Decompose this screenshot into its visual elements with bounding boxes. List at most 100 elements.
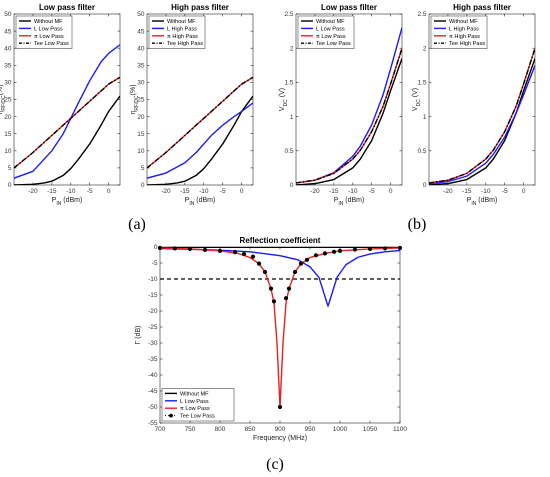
data-point — [382, 246, 388, 251]
y-tick-label: -10 — [148, 276, 158, 283]
x-tick-label: 900 — [275, 426, 286, 433]
x-axis-label: PIN (dBm) — [52, 197, 83, 207]
y-tick-label: 0 — [423, 182, 427, 189]
x-tick-label: -5 — [369, 188, 375, 195]
x-axis-label: PIN (dBm) — [334, 197, 365, 207]
y-tick-label: 15 — [137, 131, 145, 138]
data-point — [331, 249, 337, 254]
y-tick-label: 30 — [137, 80, 145, 87]
y-axis-label: VDC (V) — [412, 88, 422, 111]
x-tick-label: -10 — [481, 188, 491, 195]
legend-label: Without MF — [34, 19, 63, 25]
legend-marker — [169, 413, 173, 418]
x-tick-label: -15 — [180, 188, 190, 195]
x-tick-label: -10 — [199, 188, 209, 195]
series-4-markers — [157, 245, 403, 410]
y-tick-label: 35 — [4, 63, 12, 70]
data-point — [283, 296, 289, 301]
y-tick-label: 40 — [4, 45, 12, 52]
legend-label: Tee High Pass — [449, 41, 485, 47]
caption-c: (c) — [266, 456, 284, 473]
chart-title: High pass filter — [171, 3, 229, 12]
y-tick-label: 0 — [8, 182, 12, 189]
data-point — [250, 254, 256, 259]
x-tick-label: 0 — [522, 188, 526, 195]
y-tick-label: 2.5 — [417, 11, 426, 18]
x-tick-label: 950 — [305, 426, 316, 433]
x-tick-label: 1100 — [393, 426, 407, 433]
chart-1: -20 -15 -10 -5 0 0 5 10 15 20 25 30 35 40 45 50 Low pass… — [0, 3, 121, 207]
caption-b: (b) — [408, 216, 427, 233]
data-point — [202, 247, 208, 252]
x-tick-label: -20 — [310, 188, 320, 195]
x-tick-label: 0 — [107, 188, 111, 195]
y-tick-label: 2 — [290, 45, 294, 52]
x-tick-label: -5 — [502, 188, 508, 195]
y-tick-label: -20 — [148, 308, 158, 315]
series-4-line — [429, 47, 535, 184]
y-tick-label: 1 — [423, 114, 427, 121]
legend-label: π Low Pass — [34, 34, 64, 40]
series-2-line — [147, 102, 253, 179]
legend-label: L High Pass — [167, 26, 197, 32]
series-4-line — [296, 47, 402, 184]
y-tick-label: 25 — [4, 97, 12, 104]
data-point — [262, 269, 268, 275]
data-point — [352, 247, 358, 252]
y-tick-label: 35 — [137, 63, 145, 70]
legend-label: π Low Pass — [316, 34, 346, 40]
series-1-line — [147, 95, 253, 185]
chart-4: -20 -15 -10 -5 0 0 0.5 1 1.5 2 2.5 High pass filter… — [412, 3, 536, 207]
x-tick-label: -15 — [47, 188, 57, 195]
chart-title: Low pass filter — [39, 3, 95, 12]
x-tick-label: -10 — [348, 188, 358, 195]
legend-label: Tee Low Pass — [316, 41, 351, 47]
x-tick-label: -5 — [220, 188, 226, 195]
y-tick-label: -30 — [148, 340, 158, 347]
data-point — [277, 404, 283, 410]
x-tick-label: -15 — [329, 188, 339, 195]
legend-label: Without MF — [316, 19, 345, 25]
y-tick-label: 1.5 — [417, 80, 426, 87]
y-tick-label: 2 — [423, 45, 427, 52]
y-tick-label: 45 — [4, 28, 12, 35]
legend-label: Tee High Pass — [167, 41, 203, 47]
y-tick-label: -50 — [148, 404, 158, 411]
caption-a: (a) — [128, 216, 146, 233]
x-tick-label: 800 — [215, 426, 226, 433]
x-axis-label: Frequency (MHz) — [253, 435, 307, 442]
y-tick-label: 20 — [137, 114, 145, 121]
legend-label: L Low Pass — [316, 26, 345, 32]
data-point — [187, 246, 193, 252]
legend-label: Tee Low Pass — [34, 41, 69, 47]
y-tick-label: 50 — [4, 11, 12, 18]
y-tick-label: 0 — [141, 182, 145, 189]
y-tick-label: 10 — [137, 148, 145, 155]
x-tick-label: -20 — [161, 188, 171, 195]
data-point — [271, 299, 277, 304]
y-tick-label: -15 — [148, 292, 158, 299]
chart-2: -20 -15 -10 -5 0 0 5 10 15 20 25 30 35 40 45 50 High pas… — [130, 3, 254, 207]
data-point — [268, 286, 274, 291]
chart-3: -20 -15 -10 -5 0 0 0.5 1 1.5 2 2.5 Low pass filter P… — [279, 3, 403, 207]
data-point — [286, 286, 292, 291]
y-tick-label: 20 — [4, 114, 12, 121]
y-tick-label: 5 — [141, 165, 145, 172]
y-tick-label: -5 — [152, 260, 158, 267]
series-2-line — [14, 44, 120, 179]
y-tick-label: 0.5 — [417, 148, 426, 155]
x-tick-label: 0 — [389, 188, 393, 195]
y-tick-label: 0 — [290, 182, 294, 189]
y-tick-label: -35 — [148, 356, 158, 363]
legend-label: L Low Pass — [34, 26, 63, 32]
x-tick-label: 850 — [245, 426, 256, 433]
data-point — [157, 245, 163, 251]
y-axis-label: ηRF/DC(%) — [0, 84, 7, 114]
chart-title: Low pass filter — [321, 3, 377, 12]
legend-label: π Low Pass — [180, 406, 210, 412]
data-point — [322, 251, 328, 256]
